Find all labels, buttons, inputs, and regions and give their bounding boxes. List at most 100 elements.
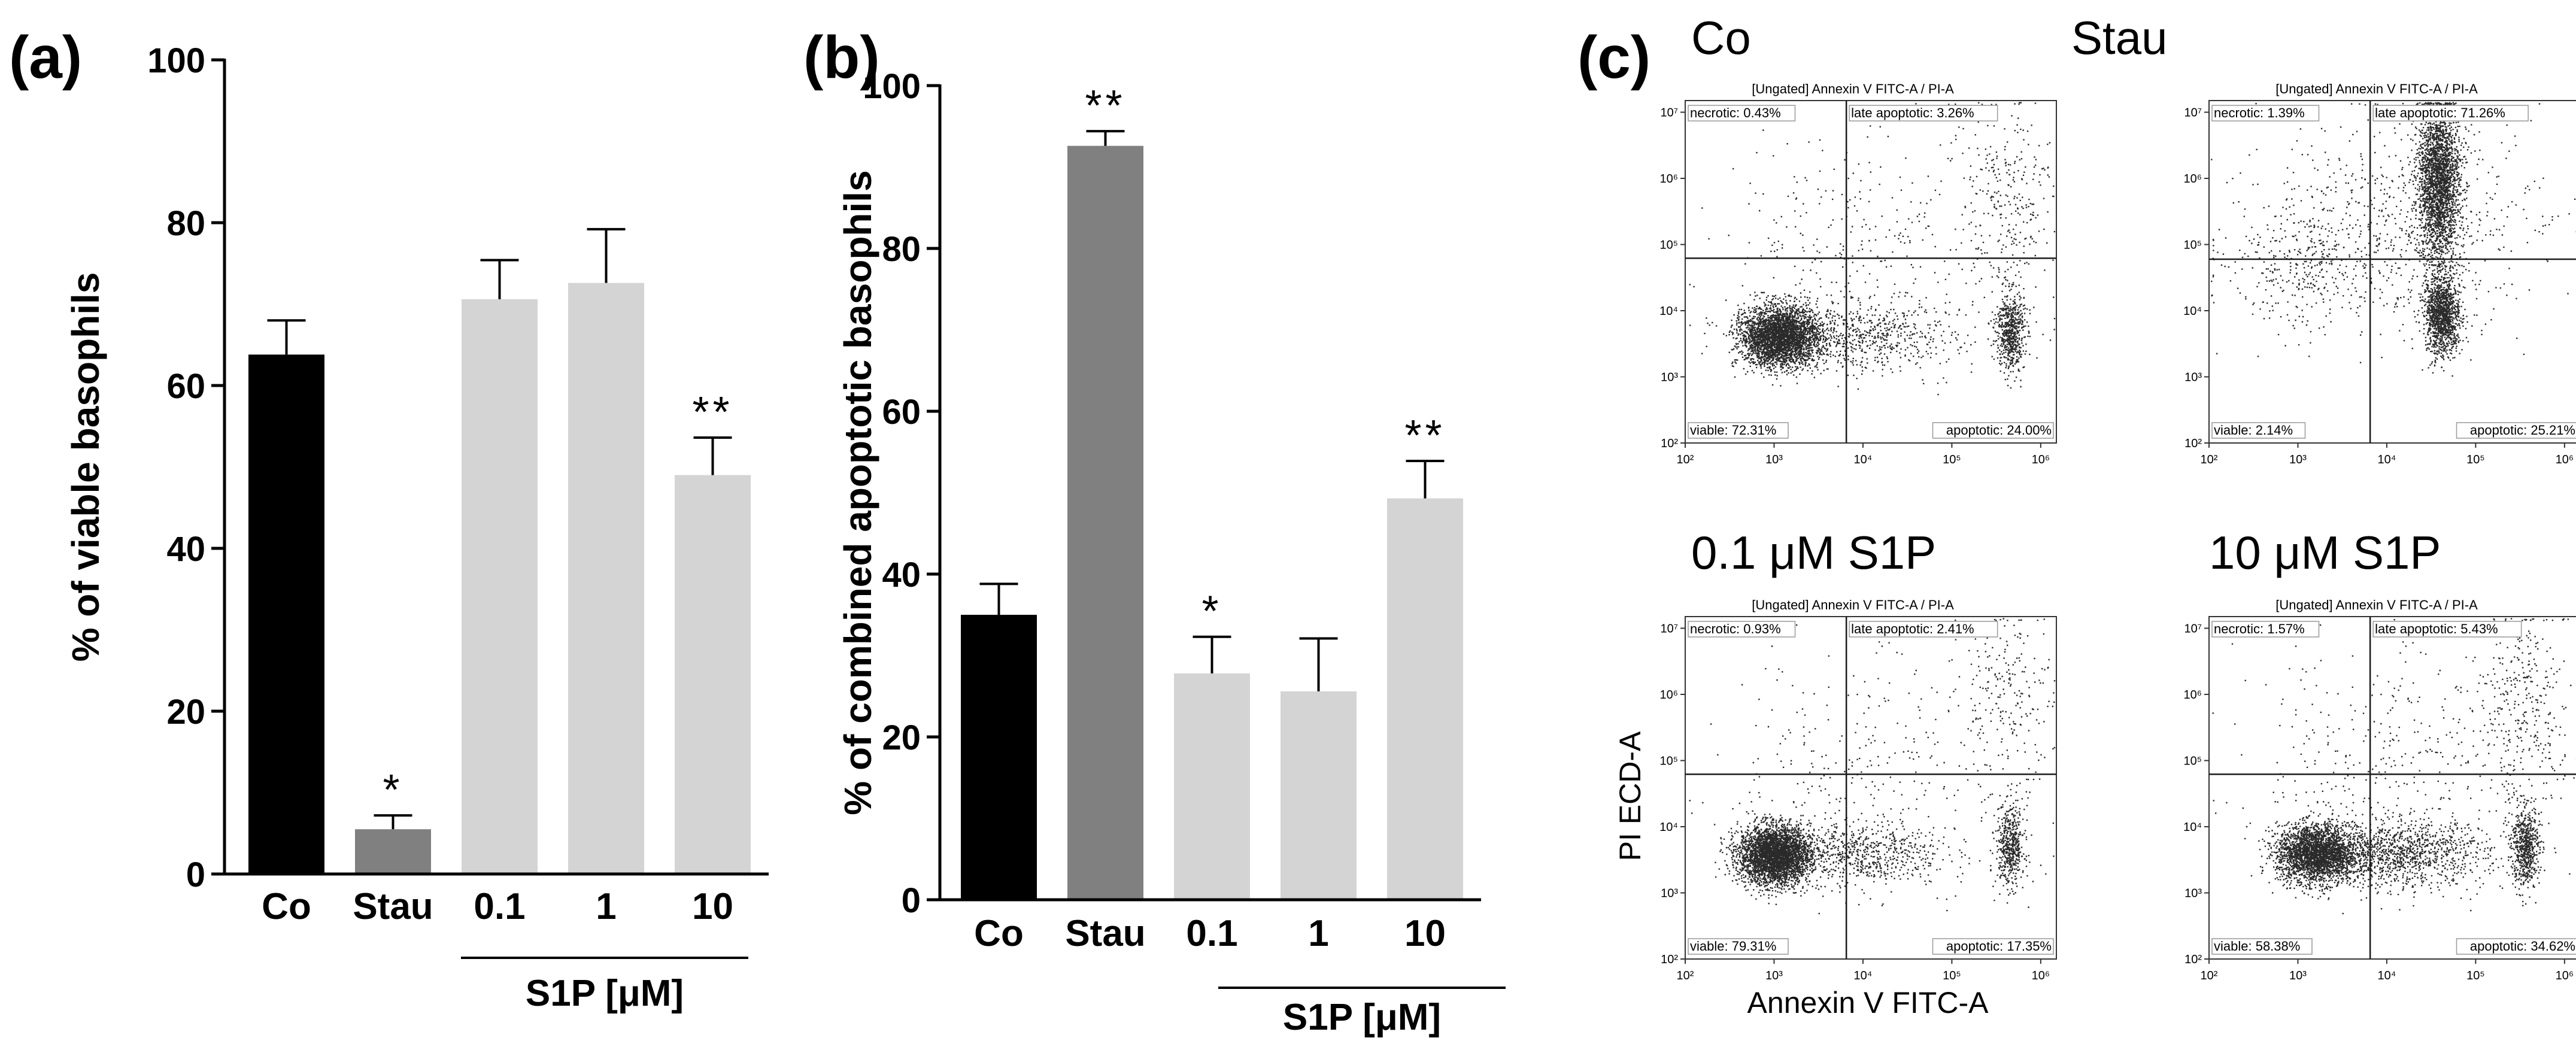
- y-tick-label: 10²: [2184, 437, 2202, 450]
- y-tick-label: 100: [147, 41, 205, 80]
- scatter-points: [2212, 618, 2576, 915]
- y-tick-label: 60: [882, 393, 921, 432]
- y-tick-label: 100: [863, 67, 921, 106]
- y-axis-label: % of viable basophils: [64, 272, 107, 662]
- x-tick-label: 10⁵: [1943, 969, 1961, 982]
- flow-plot-1: Co [Ungated] Annexin V FITC-A / PI-A necro…: [1659, 11, 2057, 466]
- panel-label: (c): [1577, 24, 1650, 91]
- x-tick-label: 10²: [1677, 453, 1694, 466]
- quadrant-label-necrotic-box: [2211, 621, 2320, 638]
- plot-frame: [2208, 616, 2576, 960]
- y-tick-label: 10⁴: [1659, 305, 1678, 318]
- y-tick-label: 10³: [1661, 887, 1678, 900]
- y-tick-label: 0: [902, 881, 921, 920]
- y-tick-label: 20: [882, 718, 921, 757]
- flow-plot-3: 0.1 μM S1P [Ungated] Annexin V FITC-A / P…: [1659, 526, 2057, 982]
- quadrant-label-late-apoptotic-box: [2372, 621, 2522, 638]
- x-tick-label: 10⁶: [2556, 453, 2574, 466]
- bar-0.1: [1174, 673, 1250, 900]
- scatter-points: [2211, 102, 2576, 377]
- y-tick-label: 10⁶: [1660, 688, 1678, 702]
- x-tick-label: 10³: [1765, 969, 1783, 982]
- bar-Stau: [355, 829, 431, 874]
- bar-0.1: [462, 299, 538, 875]
- y-tick-label: 10⁴: [2183, 821, 2202, 834]
- y-tick-label: 10⁴: [1659, 821, 1678, 834]
- quadrant-label-late-apoptotic: late apoptotic: 5.43%: [2375, 621, 2498, 636]
- y-tick-label: 10⁵: [2183, 238, 2202, 251]
- quadrant-label-necrotic-box: [2211, 105, 2320, 122]
- quadrant-label-necrotic: necrotic: 0.43%: [1690, 105, 1781, 120]
- y-tick-label: 10⁶: [2184, 688, 2202, 702]
- x-tick-label: 10⁶: [2032, 969, 2050, 982]
- x-tick-label: 10³: [2289, 453, 2307, 466]
- y-tick-label: 10⁷: [1661, 106, 1678, 119]
- y-tick-label: 40: [166, 530, 205, 569]
- y-tick-label: 10³: [2184, 887, 2202, 900]
- y-tick-label: 20: [166, 693, 205, 732]
- category-label: 0.1: [1186, 913, 1237, 954]
- category-label: Stau: [353, 886, 433, 927]
- y-tick-label: 10⁵: [1659, 754, 1678, 767]
- y-tick-label: 10³: [1661, 371, 1678, 384]
- quadrant-label-apoptotic: apoptotic: 25.21%: [2470, 423, 2575, 438]
- flow-plot-4: 10 μM S1P [Ungated] Annexin V FITC-A / PI…: [2183, 526, 2576, 982]
- quadrant-label-viable-box: [2211, 938, 2313, 955]
- bar-Co: [961, 615, 1037, 900]
- quadrant-label-necrotic-box: [1688, 621, 1796, 638]
- y-tick-label: 80: [882, 230, 921, 269]
- category-label: 1: [596, 886, 616, 927]
- plot-header: [Ungated] Annexin V FITC-A / PI-A: [2275, 81, 2478, 96]
- x-tick-label: 10³: [1765, 453, 1783, 466]
- y-tick-label: 0: [186, 855, 205, 894]
- plot-header: [Ungated] Annexin V FITC-A / PI-A: [1752, 597, 1954, 612]
- y-tick-label: 10⁷: [2184, 622, 2202, 635]
- quadrant-label-viable: viable: 79.31%: [1690, 939, 1776, 954]
- quadrant-label-apoptotic: apoptotic: 34.62%: [2470, 939, 2575, 954]
- quadrant-label-apoptotic: apoptotic: 24.00%: [1946, 423, 2052, 438]
- x-tick-label: 10³: [2289, 969, 2307, 982]
- bar-10: [675, 475, 751, 874]
- scatter-points: [1689, 618, 2056, 915]
- event-dots: [1689, 618, 2056, 915]
- category-label: 1: [1308, 913, 1328, 954]
- significance-marker: **: [1404, 412, 1445, 460]
- significance-marker: *: [383, 766, 403, 814]
- group-label: S1P [μM]: [526, 973, 684, 1014]
- y-tick-label: 10⁵: [2183, 754, 2202, 767]
- group-label: S1P [μM]: [1283, 997, 1441, 1038]
- quadrant-label-apoptotic-box: [1932, 938, 2054, 955]
- quadrant-label-apoptotic-box: [2456, 938, 2576, 955]
- plot-frame: [2208, 100, 2576, 444]
- x-tick-label: 10⁵: [2466, 969, 2485, 982]
- category-label: Co: [262, 886, 311, 927]
- bar-Stau: [1067, 145, 1143, 900]
- quadrant-label-necrotic-box: [1688, 105, 1796, 122]
- plot-title: 10 μM S1P: [2209, 526, 2441, 579]
- x-tick-label: 10⁴: [2378, 453, 2396, 466]
- quadrant-label-viable-box: [2211, 422, 2306, 439]
- y-tick-label: 10³: [2184, 371, 2202, 384]
- plot-title: Co: [1691, 11, 1751, 64]
- plot-title: 0.1 μM S1P: [1691, 526, 1936, 579]
- quadrant-label-necrotic: necrotic: 1.57%: [2214, 621, 2305, 636]
- significance-marker: **: [692, 389, 733, 436]
- x-tick-label: 10⁴: [1854, 969, 1873, 982]
- bar-Co: [248, 354, 324, 874]
- quadrant-label-viable: viable: 72.31%: [1690, 423, 1776, 438]
- category-label: Co: [974, 913, 1024, 954]
- quadrant-label-viable: viable: 2.14%: [2214, 423, 2293, 438]
- panel-label: (b): [803, 24, 880, 91]
- x-axis-label: Annexin V FITC-A: [1747, 986, 1989, 1019]
- event-dots: [2212, 618, 2576, 915]
- quadrant-label-viable: viable: 58.38%: [2214, 939, 2300, 954]
- category-label: 0.1: [474, 886, 525, 927]
- x-tick-label: 10⁶: [2032, 453, 2050, 466]
- quadrant-label-late-apoptotic: late apoptotic: 2.41%: [1851, 621, 1974, 636]
- y-tick-label: 40: [882, 556, 921, 594]
- y-tick-label: 10⁷: [1661, 622, 1678, 635]
- category-label: Stau: [1065, 913, 1145, 954]
- y-tick-label: 10⁶: [1660, 172, 1678, 186]
